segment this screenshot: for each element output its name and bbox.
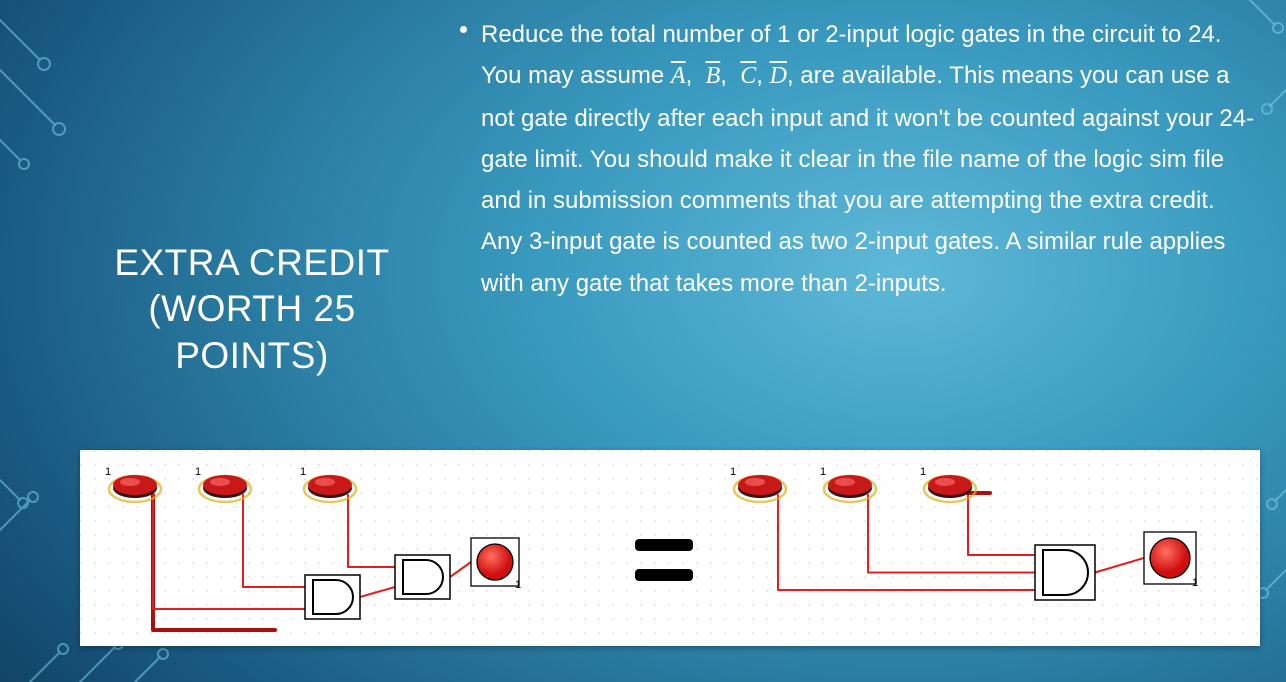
svg-text:1: 1 [1192,577,1198,589]
var-d: D [770,63,787,89]
body-post: , are available. This means you can use … [481,62,1254,296]
svg-text:1: 1 [195,466,201,478]
circuit-diagram: 1 1 1 1 1 1 1 1 [80,450,1260,646]
svg-text:1: 1 [730,466,736,478]
svg-text:1: 1 [105,466,111,478]
var-b: B [706,63,721,89]
title-line-3: POINTS) [62,333,442,379]
var-c: C [740,63,756,89]
bullet-icon [460,26,467,33]
body-text: Reduce the total number of 1 or 2-input … [460,14,1260,304]
title-line-1: EXTRA CREDIT [62,240,442,286]
var-a: A [671,63,686,89]
svg-text:1: 1 [300,466,306,478]
slide: EXTRA CREDIT (WORTH 25 POINTS) Reduce th… [0,0,1286,682]
slide-title: EXTRA CREDIT (WORTH 25 POINTS) [62,240,442,379]
title-line-2: (WORTH 25 [62,286,442,332]
body-paragraph: Reduce the total number of 1 or 2-input … [481,14,1260,304]
svg-text:1: 1 [920,466,926,478]
svg-text:1: 1 [515,579,521,591]
svg-text:1: 1 [820,466,826,478]
